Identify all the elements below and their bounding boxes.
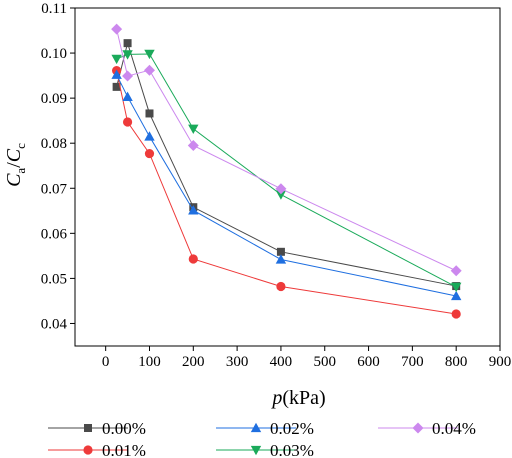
y-axis-title-c1: C [3,173,25,187]
data-point [144,148,155,159]
y-tick-label: 0.09 [41,91,67,107]
series-000 [112,39,461,291]
series-line [116,29,457,272]
y-axis-title: Ca/Cc [3,143,28,187]
legend-item: 0.03% [216,441,314,458]
data-point [123,39,132,48]
series-layer [111,23,462,319]
x-axis-title-italic: p [270,387,282,409]
data-point [276,281,286,292]
x-tick-label: 0 [102,354,110,370]
data-point [451,309,461,319]
data-point [450,290,462,301]
x-tick-label: 900 [489,354,512,370]
data-point [188,205,199,215]
data-point [122,50,133,60]
y-axis-title-c2: C [3,148,25,162]
data-point [276,247,285,256]
data-point [122,117,133,127]
series-line [116,41,457,287]
data-point [143,64,155,76]
legend-item: 0.02% [216,419,314,438]
legend-marker [83,445,93,455]
legend-label: 0.00% [102,419,146,438]
legend-item: 0.01% [48,441,146,458]
data-point [188,254,198,264]
y-tick-label: 0.06 [41,226,68,242]
legend-item: 0.00% [48,419,146,438]
data-point [275,190,287,200]
legend-label: 0.02% [270,419,314,438]
x-tick-label: 600 [357,354,380,370]
data-point [450,265,462,277]
legend-label: 0.01% [102,441,146,458]
y-tick-label: 0.04 [41,316,68,332]
data-point [122,70,134,82]
data-point [450,282,462,293]
legend-marker [250,422,262,433]
y-axis: 0.04 0.05 0.06 0.07 0.08 0.09 0.10 0.11 [41,1,75,332]
legend: 0.00% 0.01% 0.02% 0.03% 0.04% [48,419,476,458]
data-point [111,23,123,35]
series-line [116,53,457,288]
data-point [144,49,155,60]
plot-border [74,7,501,347]
x-tick-label: 300 [226,354,249,370]
x-tick-label: 400 [270,354,293,370]
y-axis-title-sub-a: a [13,168,28,174]
legend-label: 0.04% [432,419,476,438]
data-point [145,109,154,118]
y-tick-label: 0.05 [41,271,67,287]
x-tick-label: 700 [401,354,424,370]
y-axis-title-sub-c: c [13,143,28,149]
data-point [111,69,122,79]
series-003 [111,49,462,293]
series-line [116,74,457,297]
y-tick-label: 0.10 [41,46,67,62]
legend-marker [84,424,92,432]
data-point [275,254,287,264]
series-line [116,70,457,315]
y-tick-label: 0.11 [41,1,67,17]
x-tick-label: 100 [138,354,161,370]
legend-item: 0.04% [378,419,476,438]
data-point [187,139,199,151]
series-004 [111,23,462,277]
data-point [122,91,133,101]
data-point [188,124,199,134]
x-tick-label: 500 [313,354,336,370]
data-point [112,82,121,91]
y-axis-title-slash: / [3,162,25,168]
x-tick-label: 200 [182,354,205,370]
legend-marker [412,422,424,434]
plot-frame [74,7,501,347]
x-axis-title-unit: (kPa) [282,387,325,409]
legend-label: 0.03% [270,441,314,458]
data-point [111,54,122,65]
y-tick-label: 0.08 [41,136,67,152]
data-point [275,183,287,195]
series-002 [111,69,462,301]
legend-marker [250,445,262,456]
x-axis: 0 100 200 300 400 500 600 700 800 900 [102,346,511,370]
series-001 [112,66,461,319]
data-point [144,131,155,141]
x-tick-label: 800 [445,354,468,370]
y-tick-label: 0.07 [41,181,68,197]
x-axis-title: p(kPa) [270,387,325,409]
